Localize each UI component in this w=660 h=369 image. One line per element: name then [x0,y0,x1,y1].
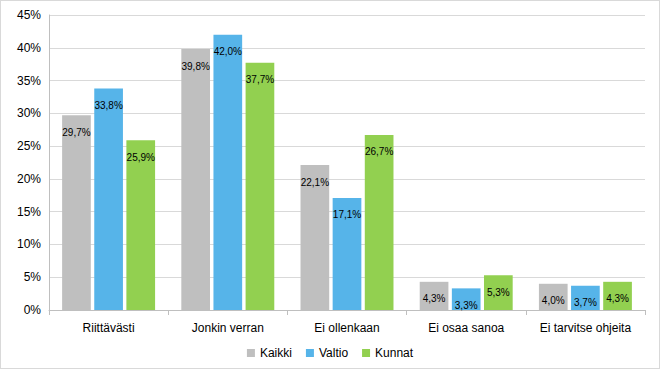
svg-text:Riittävästi: Riittävästi [83,321,135,335]
svg-text:33,8%: 33,8% [94,100,122,111]
svg-text:45%: 45% [17,8,41,22]
svg-text:Kaikki: Kaikki [260,346,292,360]
svg-text:Valtio: Valtio [319,346,348,360]
svg-text:3,3%: 3,3% [455,300,478,311]
svg-text:0%: 0% [24,303,42,317]
svg-text:17,1%: 17,1% [333,209,361,220]
svg-text:4,0%: 4,0% [542,295,565,306]
svg-text:4,3%: 4,3% [423,293,446,304]
svg-text:35%: 35% [17,74,41,88]
svg-text:10%: 10% [17,237,41,251]
svg-text:26,7%: 26,7% [365,146,393,157]
svg-text:15%: 15% [17,205,41,219]
svg-text:25,9%: 25,9% [127,152,155,163]
svg-text:Ei ollenkaan: Ei ollenkaan [314,321,379,335]
svg-text:30%: 30% [17,106,41,120]
svg-text:Ei osaa sanoa: Ei osaa sanoa [428,321,504,335]
svg-text:40%: 40% [17,41,41,55]
svg-text:5%: 5% [24,270,42,284]
svg-text:39,8%: 39,8% [181,61,209,72]
svg-text:22,1%: 22,1% [301,177,329,188]
svg-text:4,3%: 4,3% [606,293,629,304]
svg-text:29,7%: 29,7% [62,127,90,138]
svg-text:Jonkin verran: Jonkin verran [192,321,264,335]
svg-text:3,7%: 3,7% [574,297,597,308]
svg-text:Kunnat: Kunnat [375,346,414,360]
svg-text:42,0%: 42,0% [214,46,242,57]
svg-text:20%: 20% [17,172,41,186]
svg-text:5,3%: 5,3% [487,287,510,298]
svg-text:37,7%: 37,7% [246,74,274,85]
svg-text:25%: 25% [17,139,41,153]
svg-text:Ei tarvitse ohjeita: Ei tarvitse ohjeita [540,321,632,335]
